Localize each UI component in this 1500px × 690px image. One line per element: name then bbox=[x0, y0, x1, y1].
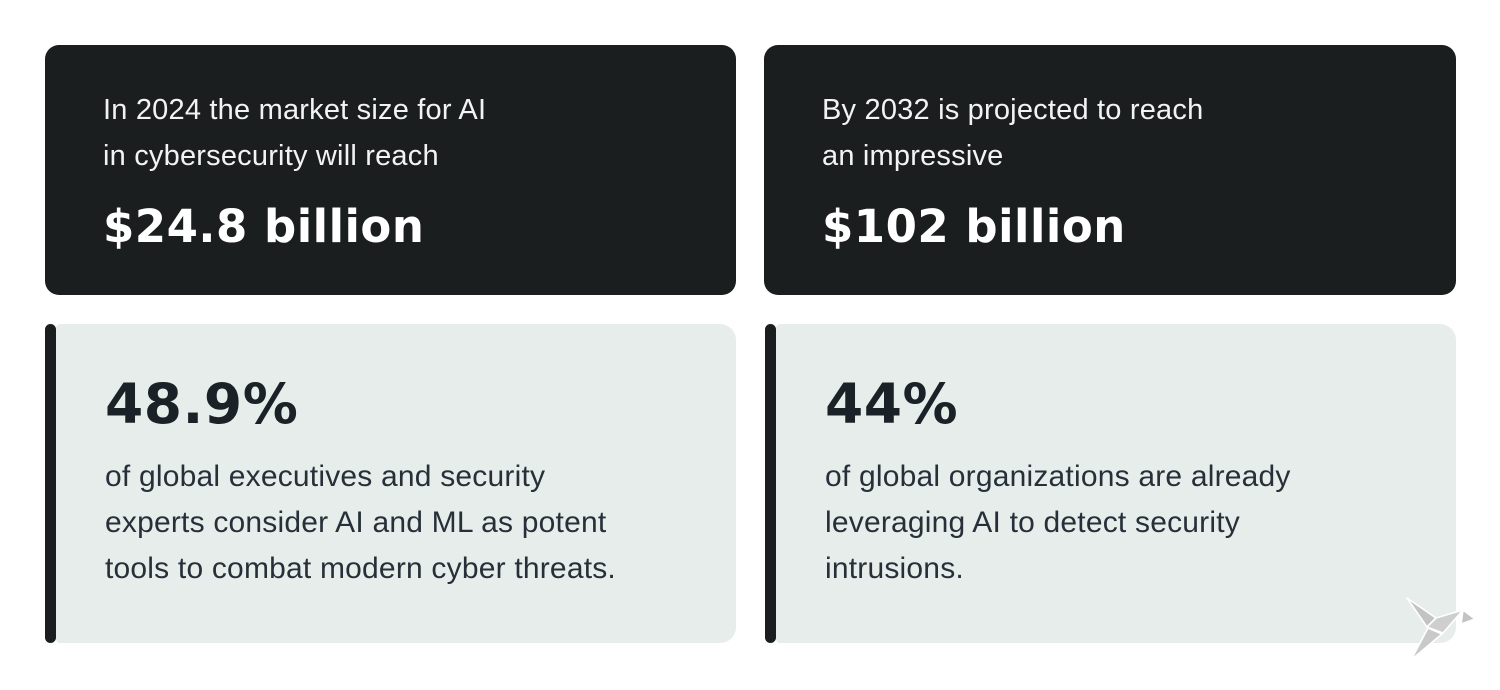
stat-description: of global organizations are already leve… bbox=[825, 454, 1406, 592]
description-line-2: leveraging AI to detect security bbox=[825, 506, 1240, 539]
stat-card-subtitle: In 2024 the market size for AI in cybers… bbox=[103, 87, 678, 179]
stat-value-24-8-billion: $24.8 billion bbox=[103, 200, 425, 253]
stat-value-102-billion: $102 billion bbox=[822, 200, 1126, 253]
subtitle-line-1: By 2032 is projected to reach bbox=[822, 94, 1204, 126]
description-line-1: of global organizations are already bbox=[825, 460, 1291, 493]
subtitle-line-2: in cybersecurity will reach bbox=[103, 140, 439, 172]
stat-card-projection-2032: By 2032 is projected to reach an impress… bbox=[764, 45, 1456, 295]
description-line-3: intrusions. bbox=[825, 552, 964, 585]
stat-panel: 48.9% of global executives and security … bbox=[56, 324, 736, 643]
accent-bar bbox=[45, 324, 56, 643]
subtitle-line-1: In 2024 the market size for AI bbox=[103, 94, 487, 126]
description-line-1: of global executives and security bbox=[105, 460, 546, 493]
description-line-2: experts consider AI and ML as potent bbox=[105, 506, 607, 539]
accent-bar bbox=[765, 324, 776, 643]
stat-value-48-9-percent: 48.9% bbox=[105, 372, 299, 436]
stat-card-market-2024: In 2024 the market size for AI in cybers… bbox=[45, 45, 736, 295]
stat-panel: 44% of global organizations are already … bbox=[776, 324, 1456, 643]
description-line-3: tools to combat modern cyber threats. bbox=[105, 552, 616, 585]
stat-card-subtitle: By 2032 is projected to reach an impress… bbox=[822, 87, 1398, 179]
stat-description: of global executives and security expert… bbox=[105, 454, 686, 592]
stat-card-executives: 48.9% of global executives and security … bbox=[45, 324, 736, 643]
subtitle-line-2: an impressive bbox=[822, 140, 1004, 172]
stat-card-organizations: 44% of global organizations are already … bbox=[765, 324, 1456, 643]
stat-value-44-percent: 44% bbox=[825, 372, 959, 436]
origami-bird-icon bbox=[1406, 597, 1476, 661]
